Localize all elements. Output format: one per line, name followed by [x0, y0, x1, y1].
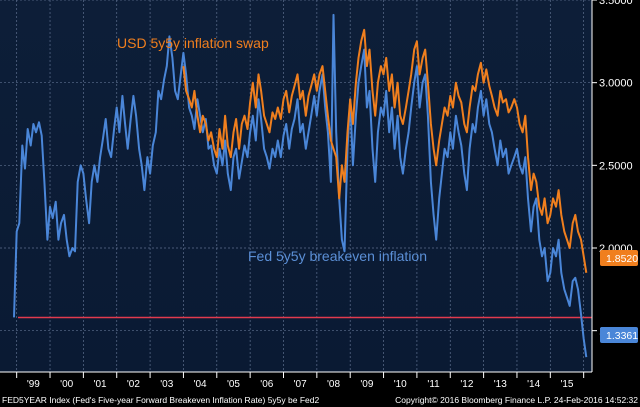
- x-tick-label: '12: [460, 379, 473, 390]
- last-value-swap-label: 1.8520: [606, 253, 638, 265]
- x-tick-label: '05: [227, 379, 240, 390]
- y-tick-label: 2.5000: [599, 160, 633, 172]
- x-tick-label: '04: [194, 379, 207, 390]
- series-line-breakeven: [13, 13, 588, 358]
- y-tick-label: 3.5000: [599, 0, 633, 7]
- x-tick-label: '10: [394, 379, 407, 390]
- x-tick-label: '01: [94, 379, 107, 390]
- series-line-swap: [182, 28, 588, 273]
- last-value-breakeven-label: 1.3361: [606, 330, 638, 342]
- last-value-breakeven-box: [600, 327, 638, 343]
- x-tick-label: '14: [527, 379, 540, 390]
- x-tick-label: '06: [260, 379, 273, 390]
- x-tick-label: '02: [127, 379, 140, 390]
- x-tick-label: '08: [327, 379, 340, 390]
- annotation-swap: USD 5y5y inflation swap: [117, 35, 269, 51]
- footer-left: FED5YEAR Index (Fed's Five-year Forward …: [2, 395, 319, 405]
- x-tick-label: '09: [360, 379, 373, 390]
- footer-right: Copyright© 2016 Bloomberg Finance L.P. 2…: [395, 395, 638, 405]
- annotation-breakeven: Fed 5y5y breakeven inflation: [248, 248, 427, 264]
- x-tick-label: '00: [60, 379, 73, 390]
- last-value-breakeven: 1.3361: [600, 327, 638, 343]
- x-tick-label: '99: [27, 379, 40, 390]
- x-axis: '99 '00 '01 '02 '03 '04 '05 '06 '07 '08 '09 '10 '11 '…: [0, 371, 592, 390]
- x-tick-label: '15: [560, 379, 573, 390]
- x-tick-label: '11: [427, 379, 440, 390]
- x-tick-label: '03: [160, 379, 173, 390]
- last-value-swap-box: [600, 250, 638, 266]
- x-tick-label: '13: [494, 379, 507, 390]
- series-layer: [13, 13, 588, 358]
- x-tick-label: '07: [294, 379, 307, 390]
- plot-area: [0, 0, 592, 372]
- last-value-swap: 1.8520: [600, 250, 638, 266]
- y-tick-label: 3.0000: [599, 78, 633, 90]
